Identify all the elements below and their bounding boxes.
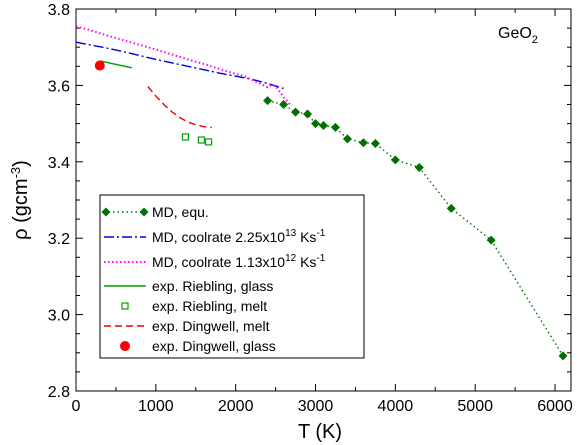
series-1-point [370,138,380,148]
x-tick-label: 0 [72,398,81,415]
legend-entry-3-label-text: MD, coolrate 1.13x10 [152,254,285,270]
legend-entry-3-label: MD, coolrate 1.13x1012 Ks-1 [152,253,326,270]
series-layer [75,25,568,361]
legend-entry-2-label-unit: Ks [296,229,316,245]
series-2 [75,41,284,90]
series-1-point [414,163,424,173]
series-4-line [99,60,133,69]
legend-entry-7: exp. Dingwell, glass [120,338,276,354]
series-6 [147,86,212,129]
legend-entry-5-label: exp. Riebling, melt [152,298,267,314]
legend-entry-3-label-exponent: 12 [285,253,297,264]
series-5-point [181,133,189,141]
y-tick-label: 3.2 [48,231,70,248]
series-6-line [147,86,212,129]
legend-entry-3-label-unit-exponent: -1 [316,253,325,264]
legend-entry-4: exp. Riebling, glass [104,278,273,294]
legend-entry-2-label-text: MD, coolrate 2.25x10 [152,229,285,245]
legend-box [99,194,365,359]
legend-entry-2-label: MD, coolrate 2.25x1013 Ks-1 [152,228,326,245]
series-1-point [330,122,340,132]
x-tick-label: 5000 [457,398,493,415]
compound-annotation-subscript: 2 [532,34,538,46]
series-1-point [358,138,368,148]
legend-entry-1: MD, equ. [101,204,209,220]
series-1-point [279,99,289,110]
legend-entry-1-marker [101,207,111,217]
series-1-point [263,96,273,106]
series-1 [263,96,568,361]
legend-entry-5-label-text: exp. Riebling, melt [152,298,267,314]
legend-entry-4-label-text: exp. Riebling, glass [152,278,273,294]
series-7 [94,60,105,71]
x-tick-label: 2000 [218,398,254,415]
legend-entry-4-label: exp. Riebling, glass [152,278,273,294]
legend: MD, equ.MD, coolrate 2.25x1013 Ks-1MD, c… [99,194,365,359]
y-tick-label: 3.0 [48,308,70,325]
x-tick-label: 3000 [298,398,334,415]
y-tick-label: 2.8 [48,384,70,401]
legend-entry-3: MD, coolrate 1.13x1012 Ks-1 [104,253,326,270]
legend-entry-2: MD, coolrate 2.25x1013 Ks-1 [104,228,326,245]
y-tick-label: 3.4 [48,155,70,172]
legend-entry-1-label: MD, equ. [152,204,209,220]
x-tick-label: 6000 [537,398,573,415]
series-5 [181,133,213,146]
series-7-point [94,60,105,71]
series-1-point [311,119,321,129]
series-3-line [75,25,293,108]
legend-entry-6-label: exp. Dingwell, melt [152,318,270,334]
series-5-point [204,138,213,146]
series-1-point [486,235,496,245]
legend-entry-1-marker [139,207,149,217]
legend-entry-6: exp. Dingwell, melt [104,318,270,334]
series-4 [99,60,133,69]
legend-entry-7-marker [120,341,130,351]
series-5-point [197,136,205,144]
legend-entry-2-label-exponent: 13 [285,228,297,239]
x-tick-label: 1000 [138,398,174,415]
series-1-point [390,155,400,165]
legend-entry-3-label-unit: Ks [296,254,316,270]
series-1-point [558,351,568,361]
y-axis-title-close: ) [10,160,32,167]
compound-annotation: GeO2 [498,25,538,46]
legend-entry-5: exp. Riebling, melt [121,298,267,314]
y-axis-title: ρ (gcm-3) [8,160,32,240]
legend-entry-7-label-text: exp. Dingwell, glass [152,338,276,354]
y-axis-title-superscript: -3 [8,167,23,179]
series-1-point [446,203,456,213]
series-1-point [342,134,352,144]
series-1-point [303,109,313,119]
y-tick-label: 3.6 [48,78,70,95]
y-tick-label: 3.8 [48,2,70,19]
x-tick-label: 4000 [378,398,414,415]
series-1-point [318,121,329,131]
legend-entry-6-label-text: exp. Dingwell, melt [152,318,270,334]
y-axis-title-main: ρ (gcm [10,178,32,239]
x-axis-title: T (K) [298,421,342,443]
legend-entry-2-label-unit-exponent: -1 [316,228,325,239]
series-1-point [291,107,301,117]
legend-entry-7-label: exp. Dingwell, glass [152,338,276,354]
legend-entry-5-marker [121,302,129,310]
series-3 [75,25,293,108]
axis-ticks: 0 1000 2000 3000 4000 5000 6000 2.8 3.0 3.2 3.4 3.6… [48,2,573,415]
series-2-line [75,41,284,90]
legend-entry-1-label-text: MD, equ. [152,204,209,220]
compound-annotation-main: GeO [498,25,532,42]
